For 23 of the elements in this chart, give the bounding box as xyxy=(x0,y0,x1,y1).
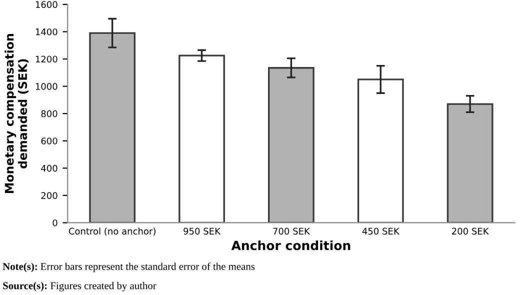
bar xyxy=(357,78,404,223)
bar xyxy=(89,32,136,223)
bar xyxy=(178,54,225,223)
y-tick-label: 1000 xyxy=(36,83,58,90)
x-tick-label: 450 SEK xyxy=(362,228,400,235)
y-tick-label: 400 xyxy=(41,164,58,172)
y-axis-title: Monetary compensation demanded (SEK) xyxy=(4,34,28,193)
y-tick-label: 800 xyxy=(41,110,58,118)
x-tick-label: 950 SEK xyxy=(184,228,221,235)
y-tick-label: 1200 xyxy=(36,56,58,63)
y-tick-label: 0 xyxy=(52,219,58,226)
bar xyxy=(268,67,314,223)
x-tick-label: 700 SEK xyxy=(273,228,310,235)
x-tick-label: Control (no anchor) xyxy=(68,228,156,236)
y-tick-label: 1400 xyxy=(36,28,58,36)
y-tick-label: 1600 xyxy=(36,1,58,8)
source-note: Source(s): Figures created by author xyxy=(3,282,156,292)
x-tick-label: 200 SEK xyxy=(452,228,489,235)
bar xyxy=(446,103,494,223)
x-axis-title: Anchor condition xyxy=(231,240,350,250)
text: Note(s): Error bars represent the standard error of the means xyxy=(2,262,255,272)
y-tick-label: 600 xyxy=(41,138,58,144)
y-tick-label: 200 xyxy=(41,192,58,199)
